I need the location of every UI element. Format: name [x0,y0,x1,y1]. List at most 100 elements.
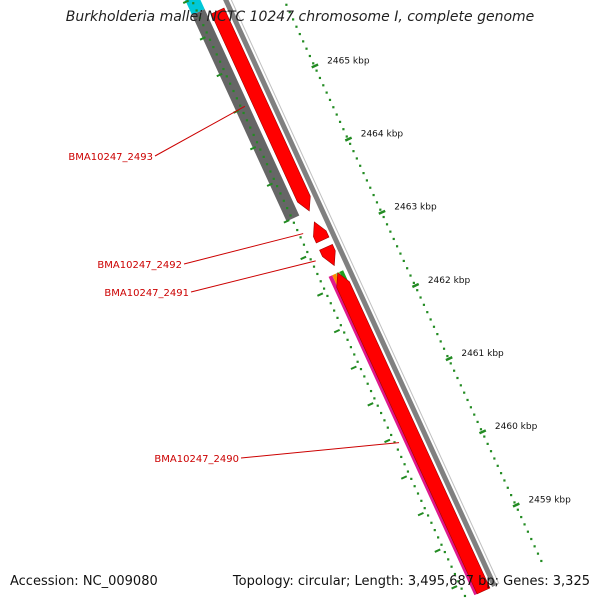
minor-tick-inner [353,353,356,356]
minor-tick-inner [286,207,289,210]
minor-tick-inner [336,316,339,319]
tick-label: 2461 kbp [461,349,504,359]
minor-tick-outer [332,106,335,109]
minor-tick-outer [399,252,402,255]
minor-tick-inner [430,521,433,524]
minor-tick-outer [530,537,533,541]
feature-cds-2493 [210,7,311,212]
minor-tick-inner [390,433,393,437]
minor-tick-outer [486,442,489,445]
minor-tick-inner [235,97,238,100]
minor-tick-inner [440,543,443,546]
minor-tick-outer [335,113,338,116]
minor-tick-outer [533,545,536,548]
minor-tick-inner [396,448,399,451]
minor-tick-outer [510,494,513,497]
minor-tick-inner [373,397,376,400]
tick-label: 2459 kbp [528,495,571,505]
inner-dash [417,511,424,517]
label-leader-line [154,105,246,157]
minor-tick-outer [352,150,355,153]
minor-tick-outer [503,479,506,482]
minor-tick-inner [356,360,359,363]
label-leader-line [240,442,400,459]
minor-tick-inner [282,199,285,202]
minor-tick-outer [345,135,348,138]
minor-tick-inner [316,272,319,276]
gene-label: BMA10247_2492 [97,260,182,271]
minor-tick-inner [386,426,389,429]
minor-tick-inner [299,236,302,239]
minor-tick-inner [369,389,373,393]
minor-tick-inner [306,250,309,254]
minor-tick-outer [493,457,496,460]
minor-tick-inner [403,463,406,466]
inner-dash [434,548,441,553]
minor-tick-inner [215,53,218,56]
minor-tick-inner [276,185,279,188]
minor-tick-outer [540,559,543,563]
minor-tick-inner [205,31,208,34]
minor-tick-inner [376,404,379,407]
minor-tick-outer [409,274,412,277]
accession-text: Accession: NC_009080 [10,574,158,589]
minor-tick-inner [292,221,295,224]
minor-tick-outer [362,171,365,175]
minor-tick-inner [326,294,329,298]
minor-tick-inner [229,82,232,85]
minor-tick-outer [355,157,358,160]
minor-tick-outer [375,201,379,204]
feature-cds-2492 [313,221,330,244]
inner-dash [182,0,190,4]
minor-tick-inner [279,192,282,195]
inner-dash [350,365,357,370]
minor-tick-inner [242,111,245,115]
minor-tick-inner [322,287,326,290]
minor-tick-inner [379,411,383,415]
minor-tick-outer [402,259,405,263]
tick-label: 2465 kbp [327,56,370,66]
feature-tracks [185,0,491,596]
minor-tick-inner [252,133,255,137]
backbone-edge [230,0,500,585]
minor-tick-outer [298,32,301,36]
minor-tick-inner [457,580,460,583]
minor-tick-inner [195,9,198,12]
minor-tick-inner [208,38,212,41]
minor-tick-outer [463,391,466,394]
minor-tick-inner [346,338,349,341]
topology-text: Topology: circular; Length: 3,495,687 bp… [232,574,590,589]
minor-tick-outer [466,398,469,402]
minor-tick-outer [456,376,459,380]
minor-tick-inner [262,155,265,158]
minor-tick-outer [369,186,372,189]
minor-tick-inner [339,324,342,327]
minor-tick-inner [349,346,353,349]
minor-tick-inner [359,368,363,371]
minor-tick-inner [383,419,386,422]
minor-tick-outer [305,47,308,50]
minor-tick-inner [289,214,292,217]
minor-tick-outer [315,69,318,72]
major-tick [411,282,420,289]
minor-tick-inner [437,536,440,539]
minor-tick-outer [285,3,288,6]
minor-tick-outer [318,76,322,80]
minor-tick-inner [329,302,332,305]
minor-tick-outer [426,311,429,314]
major-tick [311,63,319,69]
feature-cds-2491 [319,244,336,267]
inner-dash [266,182,273,187]
minor-tick-outer [526,530,530,533]
minor-tick-outer [392,237,395,241]
minor-tick-inner [269,170,272,173]
minor-tick-inner [265,163,269,166]
minor-tick-inner [333,309,336,312]
minor-tick-outer [328,98,332,102]
minor-tick-inner [447,558,450,561]
inner-dash [384,438,391,444]
minor-tick-inner [416,492,420,495]
minor-tick-outer [412,281,415,284]
minor-tick-inner [249,126,252,129]
